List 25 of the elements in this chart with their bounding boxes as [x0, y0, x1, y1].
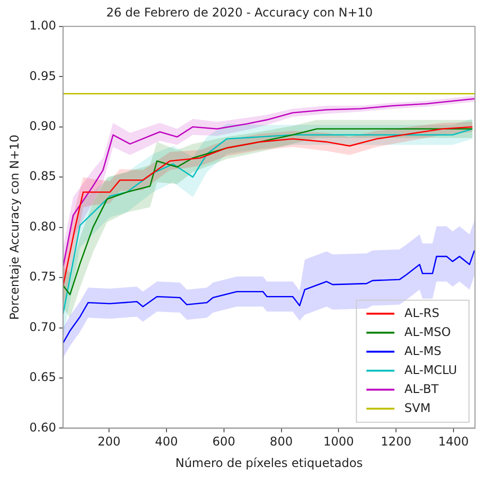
- y-axis-title: Porcentaje Accuracy con N+10: [7, 134, 22, 320]
- y-tick-label: 0.85: [29, 169, 56, 184]
- x-tick-label: 200: [98, 434, 120, 449]
- legend-label: SVM: [404, 400, 431, 415]
- legend-label: AL-MSO: [404, 324, 451, 339]
- chart-title: 26 de Febrero de 2020 - Accuracy con N+10: [106, 5, 373, 20]
- y-tick-label: 0.80: [29, 219, 56, 234]
- x-tick-label: 1400: [438, 434, 469, 449]
- x-tick-label: 400: [154, 434, 178, 449]
- y-tick-label: 0.90: [29, 118, 56, 133]
- legend-label: AL-RS: [404, 306, 440, 320]
- y-tick-label: 1.00: [29, 18, 56, 33]
- x-tick-label: 800: [270, 434, 293, 449]
- legend-label: AL-BT: [404, 382, 440, 396]
- legend-label: AL-MCLU: [404, 362, 458, 377]
- x-axis-title: Número de píxeles etiquetados: [175, 456, 363, 470]
- y-tick-label: 0.95: [29, 68, 56, 83]
- legend-label: AL-MS: [404, 344, 442, 358]
- x-tick-label: 600: [212, 434, 236, 449]
- x-tick-label: 1000: [323, 434, 354, 449]
- y-tick-label: 0.65: [29, 370, 56, 384]
- y-tick-label: 0.60: [29, 420, 56, 434]
- y-tick-label: 0.75: [29, 270, 56, 284]
- x-tick-label: 1200: [380, 434, 412, 449]
- y-tick-label: 0.70: [29, 320, 56, 334]
